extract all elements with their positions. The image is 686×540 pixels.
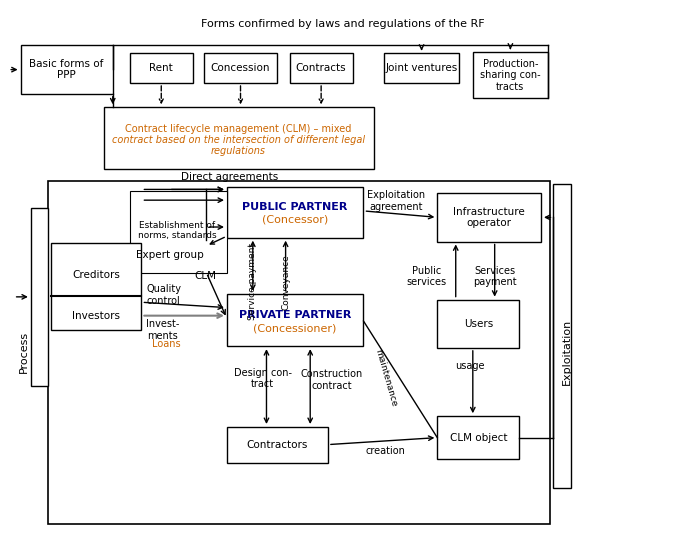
FancyBboxPatch shape bbox=[289, 53, 353, 83]
FancyBboxPatch shape bbox=[227, 294, 364, 346]
Text: Basic forms of
PPP: Basic forms of PPP bbox=[29, 59, 104, 80]
Text: Concession: Concession bbox=[211, 63, 270, 73]
FancyBboxPatch shape bbox=[384, 53, 459, 83]
Text: Conveyance: Conveyance bbox=[281, 254, 290, 310]
Text: Direct agreements: Direct agreements bbox=[181, 172, 279, 181]
Text: Quality
control: Quality control bbox=[146, 285, 181, 306]
Text: Invest-
ments: Invest- ments bbox=[146, 319, 180, 341]
Text: usage: usage bbox=[455, 361, 484, 370]
Text: Design con-
tract: Design con- tract bbox=[234, 368, 292, 389]
FancyBboxPatch shape bbox=[554, 184, 571, 488]
Text: PRIVATE PARTNER: PRIVATE PARTNER bbox=[239, 310, 351, 320]
Text: Infrastructure
operator: Infrastructure operator bbox=[453, 207, 525, 228]
Text: Contract lifecycle management (CLM) – mixed: Contract lifecycle management (CLM) – mi… bbox=[126, 124, 352, 134]
FancyBboxPatch shape bbox=[473, 52, 548, 98]
Text: Production-
sharing con-
tracts: Production- sharing con- tracts bbox=[480, 59, 541, 92]
Text: Service payment: Service payment bbox=[248, 244, 257, 320]
Text: contract based on the intersection of different legal: contract based on the intersection of di… bbox=[112, 135, 365, 145]
Text: Expert group: Expert group bbox=[136, 250, 204, 260]
Text: Contractors: Contractors bbox=[247, 440, 308, 450]
Text: Contracts: Contracts bbox=[296, 63, 346, 73]
Text: Investors: Investors bbox=[72, 310, 120, 321]
FancyBboxPatch shape bbox=[51, 243, 141, 330]
FancyBboxPatch shape bbox=[31, 208, 48, 386]
Text: Joint ventures: Joint ventures bbox=[386, 63, 458, 73]
Text: CLM object: CLM object bbox=[449, 433, 507, 443]
Text: CLM: CLM bbox=[195, 272, 217, 281]
Text: Construction
contract: Construction contract bbox=[300, 369, 363, 391]
FancyBboxPatch shape bbox=[437, 300, 519, 348]
Text: Loans: Loans bbox=[152, 339, 180, 349]
Text: Exploitation: Exploitation bbox=[561, 319, 571, 386]
FancyBboxPatch shape bbox=[133, 240, 206, 270]
Text: Users: Users bbox=[464, 319, 493, 329]
Text: creation: creation bbox=[366, 446, 405, 456]
Text: (Concessor): (Concessor) bbox=[262, 214, 329, 225]
Text: Forms confirmed by laws and regulations of the RF: Forms confirmed by laws and regulations … bbox=[201, 19, 485, 29]
Text: regulations: regulations bbox=[211, 146, 266, 156]
FancyBboxPatch shape bbox=[227, 427, 328, 463]
Text: PUBLIC PARTNER: PUBLIC PARTNER bbox=[242, 201, 348, 212]
Text: Exploitation
agreement: Exploitation agreement bbox=[367, 191, 425, 212]
FancyBboxPatch shape bbox=[104, 107, 374, 169]
FancyBboxPatch shape bbox=[130, 53, 193, 83]
FancyBboxPatch shape bbox=[48, 181, 550, 524]
Text: Rent: Rent bbox=[150, 63, 173, 73]
FancyBboxPatch shape bbox=[437, 416, 519, 459]
Text: Establishment of
norms, standards: Establishment of norms, standards bbox=[138, 220, 217, 240]
FancyBboxPatch shape bbox=[437, 193, 541, 241]
FancyBboxPatch shape bbox=[130, 191, 227, 273]
Text: Creditors: Creditors bbox=[73, 271, 120, 280]
Text: Services
payment: Services payment bbox=[473, 266, 517, 287]
FancyBboxPatch shape bbox=[204, 53, 277, 83]
Text: maintenance: maintenance bbox=[372, 348, 398, 407]
FancyBboxPatch shape bbox=[21, 45, 113, 94]
Text: Public
services: Public services bbox=[406, 266, 447, 287]
FancyBboxPatch shape bbox=[227, 187, 364, 238]
Text: (Concessioner): (Concessioner) bbox=[254, 323, 337, 333]
Text: Process: Process bbox=[19, 331, 29, 373]
